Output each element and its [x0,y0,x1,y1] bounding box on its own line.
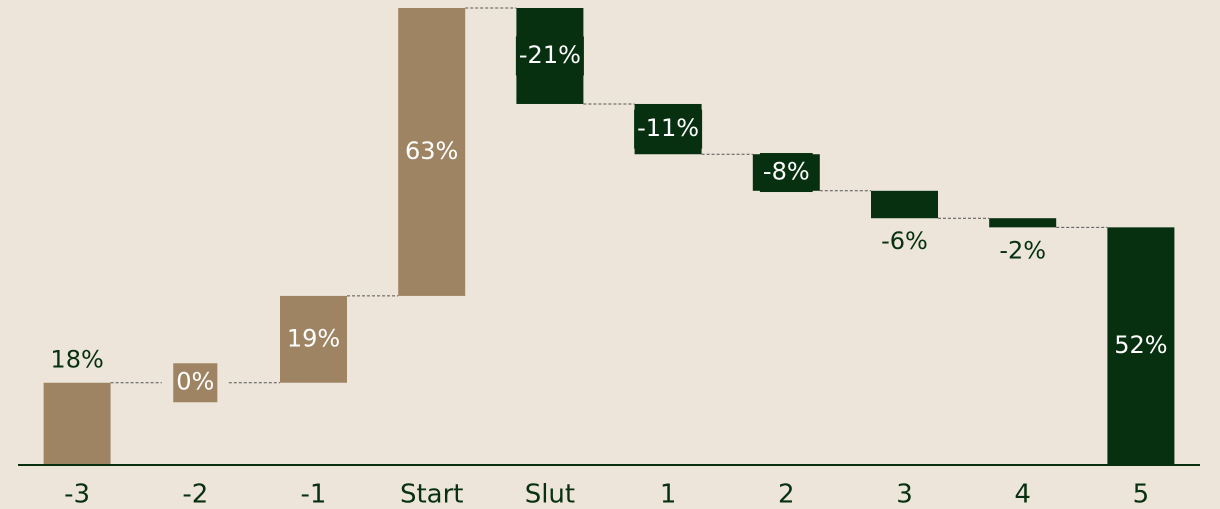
value-label: -8% [763,158,810,186]
value-label: 19% [287,324,340,352]
value-label: 0% [176,368,214,396]
value-label-group: 18% [50,346,103,374]
x-tick-label: -2 [182,480,208,509]
value-label-group: 63% [402,132,462,172]
x-tick-label: -1 [301,480,327,509]
bar [871,190,938,219]
label-background [515,36,584,76]
bar [989,218,1057,228]
value-label-group: 19% [283,319,344,359]
label-background [402,132,462,172]
value-label-group: -6% [881,227,928,255]
value-label-group: 0% [173,363,218,403]
value-label-group: -21% [515,36,584,76]
label-background [759,153,813,193]
value-label-group: -11% [634,109,703,149]
label-background [283,319,344,359]
value-label: -11% [637,114,699,142]
bar [43,382,111,465]
value-label: -2% [999,236,1046,264]
value-label-group: 52% [1111,326,1171,366]
value-label: 63% [405,137,458,165]
x-tick-label: 1 [660,480,677,509]
label-background [1111,326,1171,366]
x-tick-label: -3 [64,480,90,509]
value-label-group: -8% [759,153,813,193]
value-label: -6% [881,227,928,255]
value-label: -21% [519,41,581,69]
value-label: 18% [50,346,103,374]
value-label-group: -2% [999,236,1046,264]
label-background [634,109,703,149]
x-tick-label: 4 [1014,480,1031,509]
value-label: 52% [1114,331,1167,359]
x-tick-label: Start [400,480,464,509]
x-tick-label: 2 [778,480,795,509]
x-tick-label: 5 [1133,480,1150,509]
x-tick-label: Slut [525,480,575,509]
x-tick-label: 3 [896,480,913,509]
label-background [173,363,218,403]
